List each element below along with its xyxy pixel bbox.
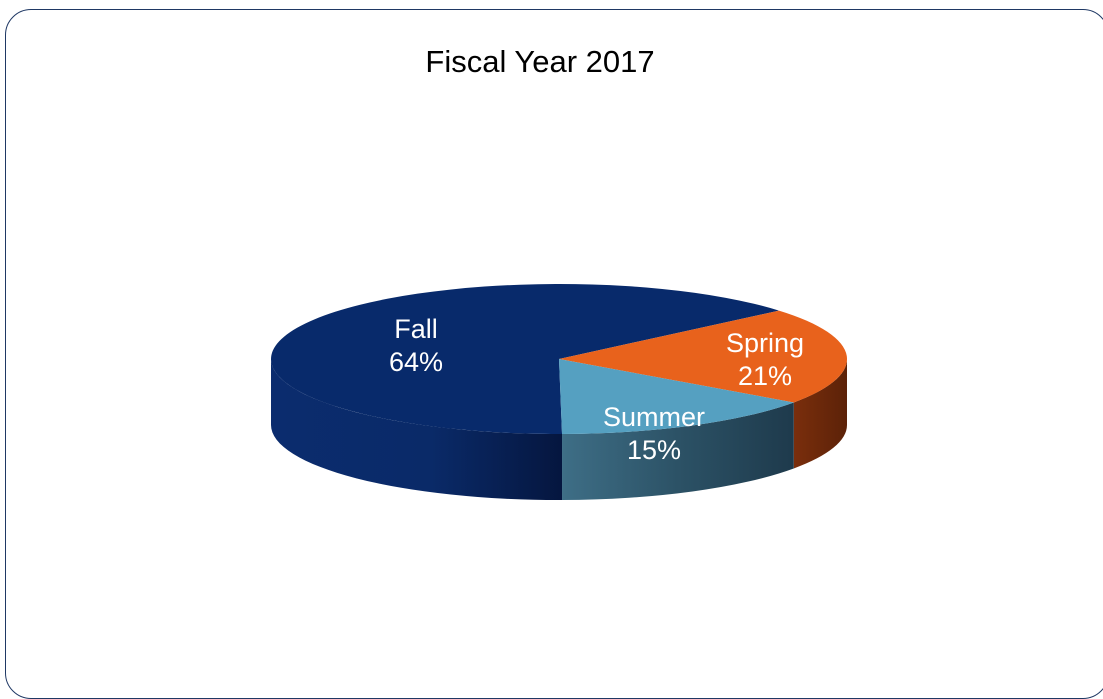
slice-summer [559,359,794,434]
slice-label-percent: 21% [738,361,792,391]
slice-side-summer [562,402,794,500]
slice-label-name: Spring [726,328,804,358]
slice-label-percent: 64% [389,347,443,377]
slice-label-name: Fall [394,314,438,344]
slice-label-fall: Fall 64% [389,314,443,377]
slice-fall [271,284,779,435]
pie-chart: Fall 64% Spring 21% Summer 15% [271,284,848,501]
slice-side-fall [271,359,563,501]
slice-label-summer: Summer 15% [603,402,705,465]
slice-label-percent: 15% [627,435,681,465]
slice-side-spring [793,359,847,469]
chart-title: Fiscal Year 2017 [425,44,655,79]
slice-label-name: Summer [603,402,705,432]
slice-spring [559,310,848,403]
slice-label-spring: Spring 21% [726,328,804,391]
